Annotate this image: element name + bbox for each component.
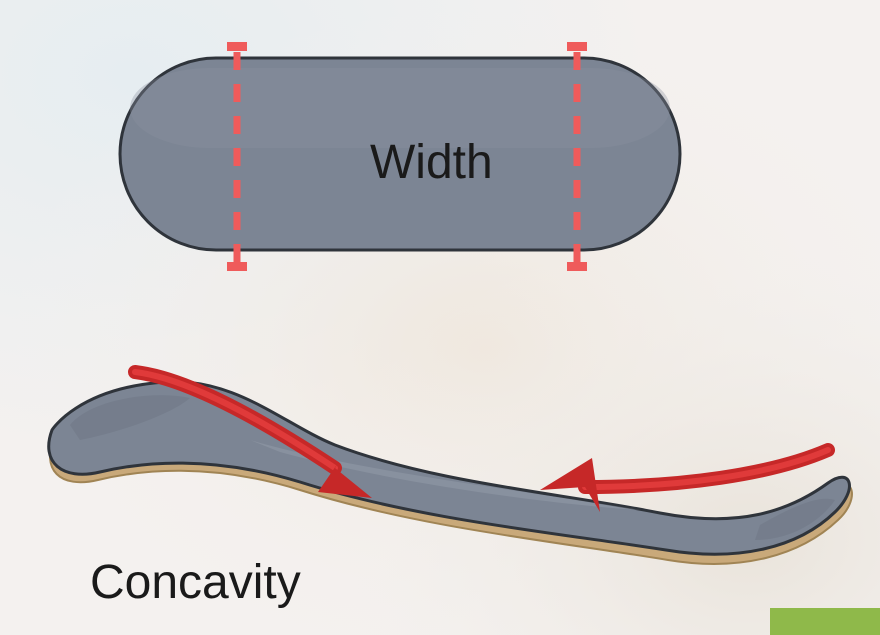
watermark-bar bbox=[0, 0, 880, 635]
diagram-canvas: Width Concavity bbox=[0, 0, 880, 635]
